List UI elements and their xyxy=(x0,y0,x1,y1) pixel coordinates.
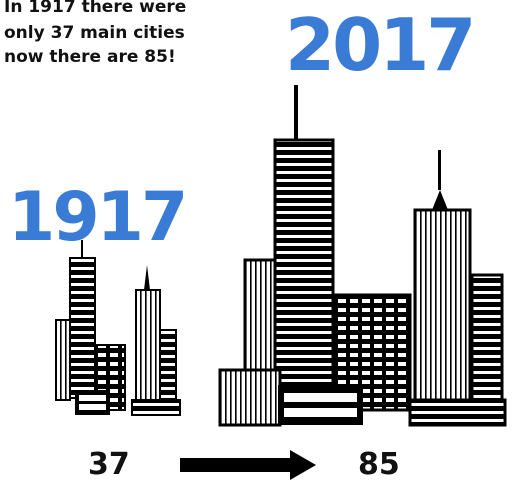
past-year: 1917 xyxy=(8,178,185,257)
arrow xyxy=(180,450,316,480)
caption-line: In 1917 there were xyxy=(4,0,186,17)
page: {"caption": ["In 1917 there were", "only… xyxy=(0,0,514,485)
infographic: In 1917 there were only 37 main cities n… xyxy=(0,0,514,485)
big-city xyxy=(220,85,505,425)
small-city xyxy=(56,240,180,415)
caption-line: only 37 main cities xyxy=(4,23,185,43)
present-year: 2017 xyxy=(285,3,473,87)
past-count: 37 xyxy=(88,447,130,482)
present-count: 85 xyxy=(358,447,400,482)
caption-line: now there are 85! xyxy=(4,47,176,67)
